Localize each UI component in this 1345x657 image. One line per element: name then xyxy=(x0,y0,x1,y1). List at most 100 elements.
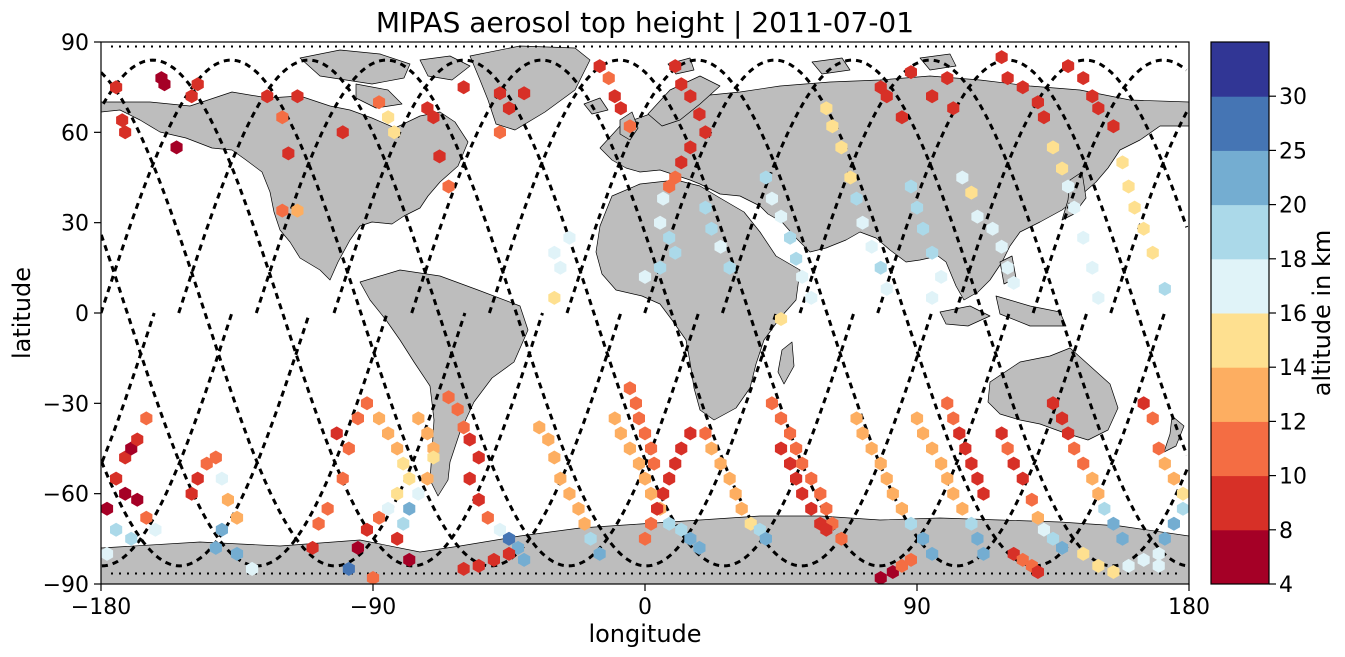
colorbar-segment xyxy=(1211,367,1269,422)
data-point xyxy=(947,101,960,116)
data-point xyxy=(759,170,772,185)
data-point xyxy=(784,456,797,471)
data-point xyxy=(200,456,213,471)
data-point xyxy=(675,441,688,456)
data-point xyxy=(131,432,144,447)
data-point xyxy=(880,89,893,104)
data-point xyxy=(1007,275,1020,290)
data-point xyxy=(663,230,676,245)
data-point xyxy=(959,441,972,456)
data-point xyxy=(518,86,531,101)
data-point xyxy=(131,492,144,507)
data-point xyxy=(1122,558,1135,573)
data-point xyxy=(874,260,887,275)
data-point xyxy=(941,71,954,86)
data-point xyxy=(714,456,727,471)
data-point xyxy=(119,486,132,501)
data-point xyxy=(850,191,863,206)
data-point xyxy=(675,155,688,170)
data-point xyxy=(1137,221,1150,236)
colorbar-segment xyxy=(1211,204,1269,260)
data-point xyxy=(886,486,899,501)
data-point xyxy=(965,456,978,471)
data-point xyxy=(953,426,966,441)
data-point xyxy=(638,269,652,284)
colorbar-segment xyxy=(1211,529,1269,585)
data-point xyxy=(669,245,682,260)
ground-track xyxy=(101,58,1189,568)
data-point xyxy=(382,426,395,441)
data-point xyxy=(397,456,410,471)
data-point xyxy=(548,450,561,465)
data-point xyxy=(790,471,803,486)
land-scandinavia xyxy=(647,75,721,127)
data-point xyxy=(472,558,485,573)
data-point xyxy=(904,65,917,80)
data-point xyxy=(388,125,401,140)
x-tick-label: 0 xyxy=(638,595,652,620)
colorbar-segment xyxy=(1211,313,1269,368)
data-point xyxy=(1167,516,1180,531)
data-point xyxy=(675,522,688,537)
data-point xyxy=(856,215,869,230)
data-point xyxy=(814,486,827,501)
colorbar-segment xyxy=(1211,421,1269,477)
data-point xyxy=(351,411,364,426)
data-point xyxy=(1077,546,1090,561)
data-point xyxy=(657,191,670,206)
data-point xyxy=(1062,179,1075,194)
y-tick-label: −90 xyxy=(43,573,89,598)
data-point xyxy=(632,456,645,471)
data-point xyxy=(1077,456,1090,471)
data-point xyxy=(306,540,319,555)
data-point xyxy=(623,119,636,134)
colorbar-tick-label: 12 xyxy=(1279,410,1307,435)
data-point xyxy=(140,411,153,426)
y-tick-label: 30 xyxy=(61,212,89,237)
data-point xyxy=(669,59,682,74)
ground-track xyxy=(101,58,1188,568)
data-point xyxy=(971,531,984,546)
data-point xyxy=(1001,71,1014,86)
data-point xyxy=(805,471,818,486)
chart-title: MIPAS aerosol top height | 2011-07-01 xyxy=(376,6,914,39)
data-point xyxy=(119,125,132,140)
data-point xyxy=(865,239,878,254)
data-point xyxy=(657,486,670,501)
data-point xyxy=(1037,522,1050,537)
data-point xyxy=(1077,230,1090,245)
data-point xyxy=(1152,441,1165,456)
data-point xyxy=(723,471,736,486)
data-point xyxy=(820,522,833,537)
data-point xyxy=(391,486,404,501)
data-point xyxy=(648,456,661,471)
data-point xyxy=(1092,486,1105,501)
data-point xyxy=(699,125,712,140)
land-canadian-arctic xyxy=(299,49,471,109)
data-point xyxy=(472,492,485,507)
data-point xyxy=(463,432,476,447)
data-point xyxy=(330,426,343,441)
data-point xyxy=(654,215,667,230)
data-point xyxy=(947,486,960,501)
data-point xyxy=(941,471,954,486)
data-point xyxy=(1031,565,1044,579)
x-axis: −180 −90 0 90 180 xyxy=(71,584,1210,620)
data-point xyxy=(880,471,893,486)
data-point xyxy=(421,471,434,486)
data-point xyxy=(336,125,349,140)
data-point xyxy=(1062,59,1075,74)
data-point xyxy=(714,239,727,254)
ground-track xyxy=(487,58,1011,568)
satellite-tracks xyxy=(101,45,1189,575)
data-point xyxy=(1016,552,1029,567)
data-point xyxy=(276,203,289,218)
data-point xyxy=(684,426,697,441)
data-point xyxy=(1031,510,1044,525)
y-tick-label: 60 xyxy=(61,121,89,146)
data-point xyxy=(790,251,803,266)
data-point xyxy=(1116,531,1129,546)
data-point xyxy=(342,441,355,456)
data-point xyxy=(382,110,395,125)
